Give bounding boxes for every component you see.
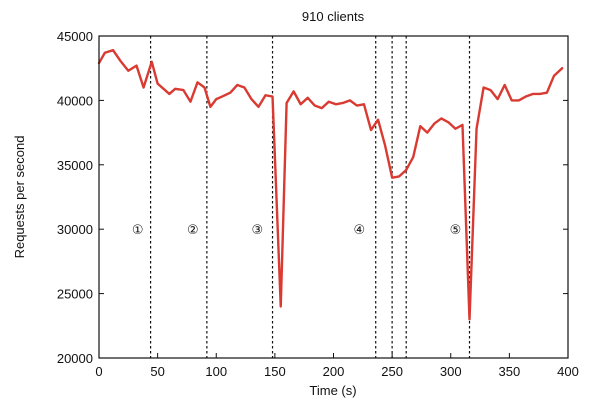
phase-label-layer: ① ② ③ ④ ⑤ (132, 222, 461, 237)
x-tick-label: 150 (264, 364, 286, 379)
phase-label-3: ③ (251, 222, 263, 237)
x-tick-label: 200 (323, 364, 345, 379)
vertical-marker-layer (149, 36, 471, 358)
phase-label-2: ② (187, 222, 199, 237)
y-tick-label: 25000 (57, 287, 93, 302)
y-tick-label: 20000 (57, 351, 93, 366)
y-tick-label: 45000 (57, 29, 93, 44)
chart-title: 910 clients (302, 9, 365, 24)
y-tick-label: 30000 (57, 222, 93, 237)
y-axis-title: Requests per second (12, 136, 27, 259)
series-layer (97, 48, 564, 321)
plot-frame (98, 35, 569, 359)
x-tick-label: 300 (440, 364, 462, 379)
phase-label-4: ④ (353, 222, 365, 237)
phase-label-5: ⑤ (450, 222, 462, 237)
x-tick-label: 50 (150, 364, 164, 379)
y-tick-label: 35000 (57, 158, 93, 173)
x-tick-label: 0 (95, 364, 102, 379)
x-axis-title: Time (s) (309, 383, 356, 398)
series-line-1 (97, 48, 564, 321)
x-tick-label: 350 (499, 364, 521, 379)
x-tick-label: 100 (205, 364, 227, 379)
phase-label-1: ① (132, 222, 144, 237)
x-tick-label: 400 (557, 364, 579, 379)
x-tick-label: 250 (381, 364, 403, 379)
axis-layer: 0 50 100 150 200 250 300 350 400 20000 25000 30000 3… (57, 29, 579, 379)
y-tick-label: 40000 (57, 93, 93, 108)
